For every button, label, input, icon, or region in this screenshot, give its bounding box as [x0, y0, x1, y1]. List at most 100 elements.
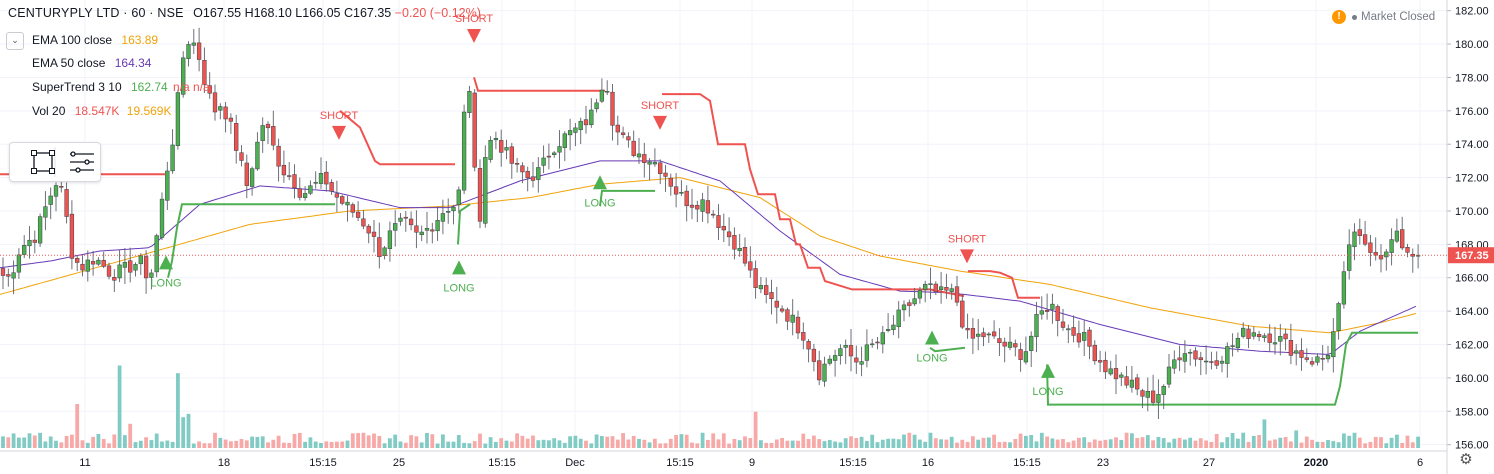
- volume-bar: [446, 441, 451, 448]
- candle-up: [85, 259, 90, 272]
- candle-up: [912, 298, 917, 305]
- candle-up: [122, 262, 128, 268]
- volume-bar: [117, 365, 122, 448]
- candle-down: [933, 283, 938, 293]
- rectangle-icon[interactable]: [31, 150, 55, 174]
- volume-bar: [695, 443, 700, 448]
- list-icon[interactable]: [70, 151, 94, 173]
- volume-bar: [1209, 441, 1214, 448]
- indicator-ema100[interactable]: ⌄ EMA 100 close 163.89: [6, 32, 158, 50]
- supertrend-down-line: [968, 270, 1040, 299]
- candle-down: [430, 229, 435, 232]
- candle-up: [599, 89, 605, 102]
- volume-bar: [255, 436, 260, 448]
- candle-up: [435, 220, 440, 232]
- indicator-volume[interactable]: Vol 20 18.547K 19.569K: [6, 104, 172, 118]
- candle-up: [96, 259, 101, 265]
- volume-bar: [462, 442, 466, 448]
- volume-bar: [1061, 439, 1065, 448]
- volume-bar: [515, 433, 519, 448]
- volume-bar: [313, 441, 318, 448]
- candle-up: [318, 173, 324, 184]
- volume-bar: [441, 434, 445, 448]
- candle-up: [679, 192, 684, 194]
- indicator-supertrend[interactable]: SuperTrend 3 10 162.74 n/a n/a: [6, 80, 210, 94]
- long-signal-arrow: [159, 255, 173, 270]
- volume-bar: [992, 434, 996, 448]
- candle-down: [228, 117, 234, 122]
- candle-up: [1034, 314, 1039, 338]
- price-tick-label: 166.00: [1455, 273, 1489, 285]
- gear-icon[interactable]: ⚙: [1459, 451, 1473, 468]
- volume-bar: [637, 438, 641, 448]
- volume-bar: [1294, 430, 1299, 448]
- candle-up: [218, 106, 223, 111]
- candle-up: [737, 248, 742, 252]
- volume-bar: [716, 439, 721, 448]
- candle-down: [525, 170, 530, 179]
- candle-down: [907, 302, 912, 306]
- candle-up: [1066, 328, 1071, 331]
- volume-bar: [1119, 439, 1124, 448]
- candle-up: [1331, 331, 1336, 358]
- candle-down: [631, 140, 636, 156]
- candle-up: [43, 206, 48, 218]
- candle-up: [1203, 360, 1209, 363]
- volume-bar: [568, 436, 572, 448]
- volume-bar: [573, 435, 578, 448]
- candle-down: [1378, 255, 1384, 260]
- market-status[interactable]: ! Market Closed: [1332, 10, 1435, 24]
- volume-bar: [589, 443, 594, 448]
- candle-up: [1389, 239, 1394, 253]
- volume-bar: [430, 434, 435, 448]
- volume-bar: [419, 442, 424, 448]
- candle-down: [1283, 333, 1288, 340]
- candle-down: [324, 171, 329, 185]
- candle-down: [1076, 333, 1082, 343]
- candle-up: [1278, 336, 1283, 342]
- time-tick-label: 23: [1097, 457, 1109, 469]
- candle-up: [16, 254, 22, 273]
- volume-bar: [1029, 434, 1034, 448]
- time-tick-label: 15:15: [309, 457, 337, 469]
- last-price-label: 167.35: [1455, 250, 1489, 262]
- supertrend-up-line: [929, 346, 966, 353]
- volume-bar: [610, 436, 615, 448]
- volume-bar: [525, 438, 530, 448]
- candle-up: [976, 333, 981, 337]
- candle-up: [864, 344, 870, 361]
- candle-up: [1294, 350, 1299, 354]
- candle-down: [663, 172, 668, 177]
- candle-up: [557, 146, 562, 153]
- candle-up: [901, 304, 907, 311]
- candle-down: [530, 176, 536, 181]
- volume-bar: [1077, 437, 1081, 448]
- candle-up: [562, 133, 567, 148]
- candle-up: [1241, 327, 1246, 337]
- candle-down: [668, 177, 673, 187]
- volume-bar: [536, 440, 541, 448]
- volume-bar: [472, 441, 477, 448]
- volume-bar: [547, 440, 551, 448]
- volume-bar: [1278, 437, 1283, 448]
- volume-bar: [1251, 435, 1256, 448]
- candle-down: [1357, 229, 1362, 236]
- volume-bar: [38, 432, 42, 448]
- candle-down: [297, 188, 302, 198]
- volume-bar: [1342, 433, 1346, 448]
- candle-up: [451, 206, 456, 212]
- ohlc-values: O167.55 H168.10 L166.05 C167.35: [193, 6, 392, 20]
- indicator-ema50[interactable]: EMA 50 close 164.34: [6, 56, 151, 70]
- volume-bar: [1379, 437, 1383, 448]
- volume-bar: [653, 438, 657, 448]
- volume-bar: [398, 441, 403, 448]
- indicator-ema100-label: EMA 100 close: [32, 33, 113, 48]
- candle-down: [403, 216, 408, 219]
- volume-bar: [1262, 419, 1267, 448]
- chevron-down-icon[interactable]: ⌄: [6, 32, 24, 50]
- time-tick-label: 16: [922, 457, 934, 469]
- long-signal-arrow: [452, 260, 466, 275]
- candle-up: [928, 283, 933, 285]
- candle-up: [758, 285, 764, 290]
